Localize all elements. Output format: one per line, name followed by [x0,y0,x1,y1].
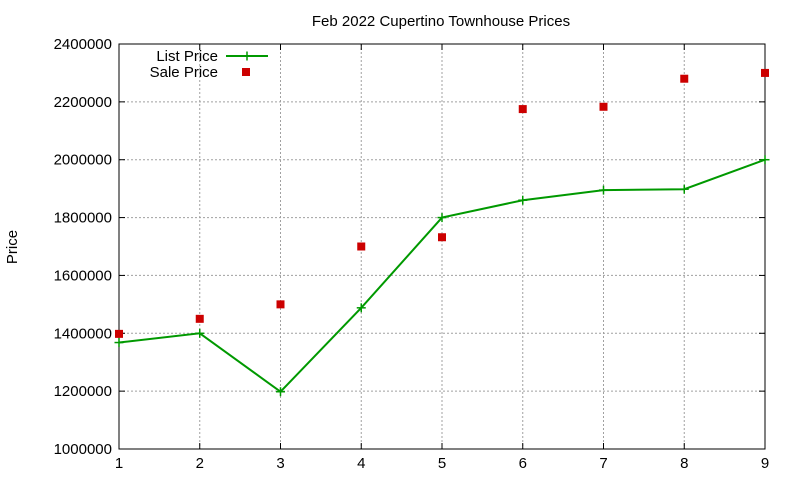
legend-plus-sample [242,51,252,61]
list-price-point [599,185,608,195]
series-sale-price [115,68,769,338]
x-tick-label: 1 [115,455,123,472]
legend-label: Sale Price [150,64,218,81]
chart-title: Feb 2022 Cupertino Townhouse Prices [312,13,570,30]
y-tick-label: 1400000 [54,325,112,342]
sale-price-point [115,329,123,338]
series-layer [114,68,770,397]
legend-square-sample [242,68,250,76]
y-axis-label: Price [4,230,21,264]
gridlines [119,44,765,449]
x-tick-label: 9 [761,455,769,472]
sale-price-point [276,300,285,309]
x-tick-label: 7 [599,455,607,472]
sale-price-point [438,233,446,242]
y-tick-label: 1000000 [54,441,112,458]
list-price-point [518,195,528,205]
y-tick-label: 1800000 [54,210,112,227]
x-tick-label: 8 [680,455,688,472]
sale-price-point [357,242,366,251]
list-price-point [276,387,285,397]
sale-price-point [599,102,608,111]
y-tick-label: 1200000 [54,383,112,400]
sale-price-point [761,68,769,77]
sale-price-point [680,74,689,83]
list-price-point [195,328,205,338]
sale-price-point [518,105,527,114]
list-price-point [356,303,366,313]
y-tick-label: 2000000 [54,152,112,169]
x-tick-label: 5 [438,455,446,472]
x-tick-label: 6 [519,455,527,472]
list-price-point [760,155,770,165]
list-price-point [437,213,447,223]
list-price-point [114,338,124,348]
list-price-point [679,184,689,194]
y-tick-label: 2200000 [54,94,112,111]
legend-label: List Price [156,48,218,65]
y-tick-label: 2400000 [54,36,112,53]
x-tick-label: 4 [357,455,365,472]
sale-price-point [195,314,204,323]
x-tick-label: 2 [196,455,204,472]
series-list-price [114,155,770,397]
x-tick-label: 3 [276,455,284,472]
axis-ticks: 1000000 1200000 1400000 1600000 1800000 20000… [54,36,770,472]
y-tick-label: 1600000 [54,267,112,284]
